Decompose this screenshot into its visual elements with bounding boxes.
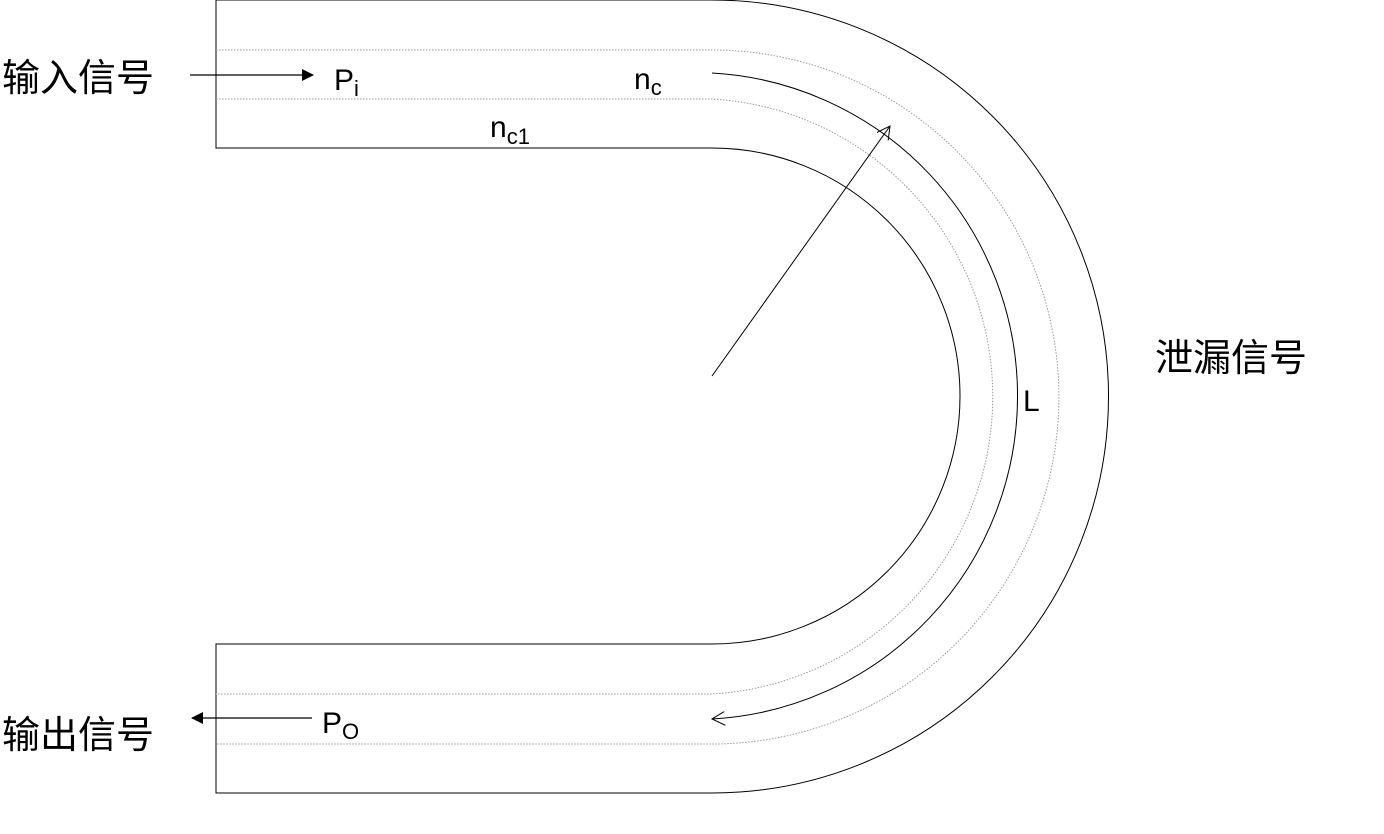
length-label: L xyxy=(1023,385,1040,418)
bend-radius-arrow xyxy=(711,126,890,377)
output-signal-label: 输出信号 xyxy=(2,713,154,757)
leak-signal-label: 泄漏信号 xyxy=(1155,336,1307,380)
propagation-path-arrow xyxy=(712,72,1019,719)
input-power-label: Pi xyxy=(334,64,359,101)
input-signal-label: 输入信号 xyxy=(2,56,154,100)
output-power-label: PO xyxy=(322,707,359,744)
waveguide-outer-boundary xyxy=(215,0,1109,794)
core-index-label: nc xyxy=(634,63,662,100)
core-boundary-inner xyxy=(216,98,994,695)
core-boundary-outer xyxy=(216,49,1060,745)
cladding-index-label: nc1 xyxy=(490,111,530,149)
